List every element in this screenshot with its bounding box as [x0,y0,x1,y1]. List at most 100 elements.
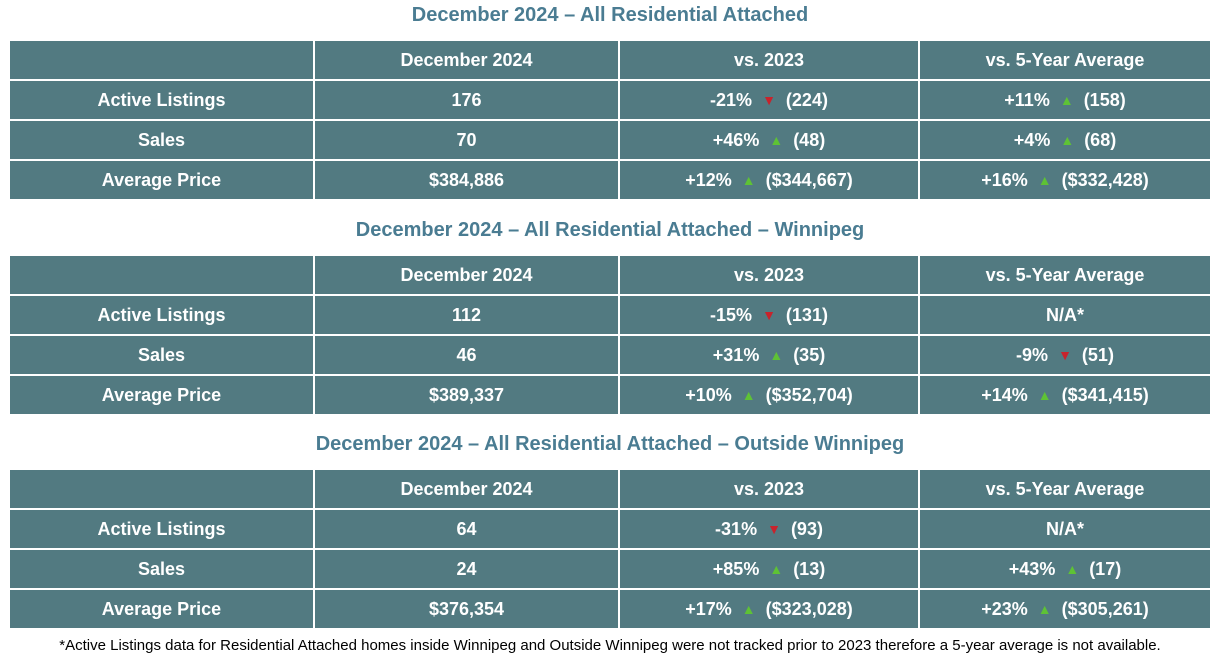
triangle-up-icon [742,602,756,616]
triangle-down-icon [1058,348,1072,362]
triangle-up-icon [1038,388,1052,402]
column-header-december-2024: December 2024 [315,256,618,294]
vs-5yr-cell: +16% ($332,428) [920,161,1210,199]
current-value-cell: 70 [315,121,618,159]
percent-change: +14% [981,384,1028,405]
table-title-all-residential-attached: December 2024 – All Residential Attached [411,4,809,26]
row-label-active-listings: Active Listings [10,510,313,548]
reference-value: ($344,667) [765,169,853,190]
row-label-active-listings: Active Listings [10,296,313,334]
percent-change: +4% [1013,129,1051,150]
table-title-winnipeg: December 2024 – All Residential Attached… [355,219,865,241]
percent-change: -15% [710,304,753,325]
column-header-vs-5-year-average: vs. 5-Year Average [920,41,1210,79]
current-value-cell: 112 [315,296,618,334]
triangle-up-icon [769,562,783,576]
vs-5yr-cell: +43% (17) [920,550,1210,588]
percent-change: +43% [1008,558,1056,579]
vs-5yr-cell: +14% ($341,415) [920,376,1210,414]
table-all-residential-attached: December 2024 vs. 2023 vs. 5-Year Averag… [10,41,1210,199]
percent-change: +12% [685,169,732,190]
percent-change: +85% [712,558,760,579]
table-winnipeg: December 2024 vs. 2023 vs. 5-Year Averag… [10,256,1210,414]
reference-value: ($332,428) [1061,169,1149,190]
reference-value: ($341,415) [1061,384,1149,405]
triangle-up-icon [769,348,783,362]
triangle-up-icon [1065,562,1079,576]
percent-change: +17% [685,598,732,619]
vs-2023-cell: -15% (131) [620,296,918,334]
reference-value: ($305,261) [1061,598,1149,619]
triangle-up-icon [1038,602,1052,616]
vs-2023-cell: +31% (35) [620,336,918,374]
footnote: *Active Listings data for Residential At… [59,637,1161,654]
table-outside-winnipeg: December 2024 vs. 2023 vs. 5-Year Averag… [10,470,1210,628]
column-header-december-2024: December 2024 [315,41,618,79]
reference-value: (158) [1083,89,1126,110]
vs-5yr-cell-na: N/A* [920,296,1210,334]
reference-value: (35) [793,344,826,365]
row-label-sales: Sales [10,336,313,374]
vs-2023-cell: +46% (48) [620,121,918,159]
column-header-blank [10,256,313,294]
column-header-vs-2023: vs. 2023 [620,41,918,79]
column-header-vs-5-year-average: vs. 5-Year Average [920,256,1210,294]
vs-2023-cell: +10% ($352,704) [620,376,918,414]
current-value-cell: 64 [315,510,618,548]
not-available-value: N/A* [1045,304,1084,325]
vs-2023-cell: -31% (93) [620,510,918,548]
reference-value: ($352,704) [765,384,853,405]
triangle-up-icon [742,388,756,402]
current-value-cell: $376,354 [315,590,618,628]
reference-value: (51) [1081,344,1114,365]
percent-change: +31% [712,344,760,365]
row-label-average-price: Average Price [10,376,313,414]
reference-value: (131) [785,304,828,325]
table-title-outside-winnipeg: December 2024 – All Residential Attached… [315,433,905,455]
triangle-down-icon [767,522,781,536]
vs-2023-cell: -21% (224) [620,81,918,119]
column-header-vs-5-year-average: vs. 5-Year Average [920,470,1210,508]
vs-5yr-cell: +4% (68) [920,121,1210,159]
triangle-down-icon [762,93,776,107]
not-available-value: N/A* [1045,518,1084,539]
reference-value: (224) [785,89,828,110]
vs-2023-cell: +17% ($323,028) [620,590,918,628]
reference-value: ($323,028) [765,598,853,619]
column-header-vs-2023: vs. 2023 [620,256,918,294]
triangle-down-icon [762,308,776,322]
row-label-sales: Sales [10,550,313,588]
triangle-up-icon [1038,173,1052,187]
column-header-december-2024: December 2024 [315,470,618,508]
vs-2023-cell: +12% ($344,667) [620,161,918,199]
vs-5yr-cell: +23% ($305,261) [920,590,1210,628]
vs-2023-cell: +85% (13) [620,550,918,588]
reference-value: (13) [793,558,826,579]
row-label-active-listings: Active Listings [10,81,313,119]
vs-5yr-cell: -9% (51) [920,336,1210,374]
reference-value: (48) [793,129,826,150]
reference-value: (93) [790,518,823,539]
current-value-cell: 46 [315,336,618,374]
current-value-cell: 24 [315,550,618,588]
row-label-average-price: Average Price [10,590,313,628]
current-value-cell: 176 [315,81,618,119]
reference-value: (68) [1084,129,1117,150]
triangle-up-icon [1060,133,1074,147]
current-value-cell: $389,337 [315,376,618,414]
row-label-sales: Sales [10,121,313,159]
column-header-vs-2023: vs. 2023 [620,470,918,508]
vs-5yr-cell-na: N/A* [920,510,1210,548]
percent-change: +11% [1004,89,1050,110]
row-label-average-price: Average Price [10,161,313,199]
percent-change: +46% [712,129,760,150]
percent-change: -31% [715,518,758,539]
triangle-up-icon [1060,93,1074,107]
triangle-up-icon [769,133,783,147]
percent-change: +16% [981,169,1028,190]
percent-change: +23% [981,598,1028,619]
percent-change: -9% [1016,344,1049,365]
vs-5yr-cell: +11% (158) [920,81,1210,119]
column-header-blank [10,470,313,508]
